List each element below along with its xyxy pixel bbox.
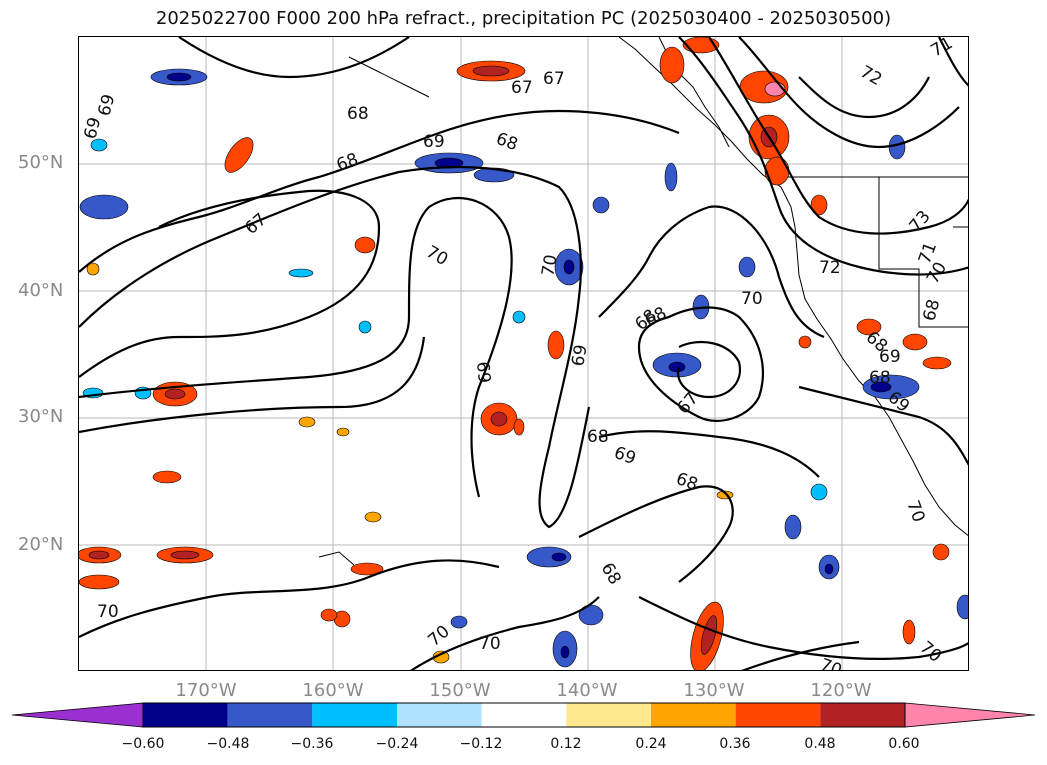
contour-label: 69 [611, 443, 638, 469]
map-canvas: 69 68 69 68 67 70 68 69 70 67 67 68 71 7… [79, 37, 968, 670]
lon-label-150w: 150°W [429, 680, 491, 701]
contour-label: 70 [538, 253, 561, 278]
colorbar-tick: 0.12 [550, 736, 582, 752]
colorbar-extend-high [904, 702, 1036, 728]
contour-label: 68 [673, 469, 700, 495]
lon-label-140w: 140°W [556, 680, 618, 701]
contour-label: 68 [587, 427, 609, 447]
colorbar-tick: −0.48 [206, 736, 250, 752]
contour-label: 68 [493, 129, 520, 155]
contour-label: 70 [916, 638, 945, 667]
colorbar-cell [566, 703, 651, 727]
contour-label: 69 [423, 132, 445, 152]
colorbar-cell [820, 703, 905, 727]
colorbar-cell [312, 703, 397, 727]
contour-label: 69 [472, 361, 494, 384]
contour-label: 72 [819, 258, 841, 278]
colorbar-cell [227, 703, 313, 727]
colorbar-cell [651, 703, 736, 727]
contour-label: 69 [879, 347, 901, 367]
contour-label: 69 [81, 115, 106, 141]
colorbar-extend-low [11, 702, 144, 728]
lon-label-120w: 120°W [810, 680, 872, 701]
refractivity-contours [79, 37, 968, 670]
colorbar-tick: −0.36 [290, 736, 334, 752]
colorbar-cell [397, 703, 482, 727]
colorbar-tick: 0.60 [888, 736, 920, 752]
contour-label: 70 [741, 289, 763, 309]
colorbar-cell [481, 703, 567, 727]
lon-label-130w: 130°W [683, 680, 745, 701]
contour-label: 68 [347, 104, 369, 124]
contour-label: 71 [928, 37, 957, 61]
contour-label: 68 [869, 368, 891, 388]
contour-label: 68 [920, 297, 945, 323]
contour-label: 67 [241, 210, 270, 239]
colorbar-tick: −0.24 [375, 736, 419, 752]
lat-label-50n: 50°N [18, 152, 64, 173]
colorbar-cell [143, 703, 228, 727]
contour-label: 67 [511, 78, 533, 98]
map-panel: 69 68 69 68 67 70 68 69 70 67 67 68 71 7… [78, 36, 969, 671]
colorbar-tick: 0.36 [719, 736, 751, 752]
lat-label-20n: 20°N [18, 534, 64, 555]
precip-positive [79, 37, 952, 670]
colorbar [11, 702, 1036, 728]
coastlines [318, 37, 968, 566]
colorbar-tick: −0.60 [121, 736, 165, 752]
precip-negative [79, 68, 968, 668]
contour-label: 70 [424, 622, 453, 651]
lon-label-170w: 170°W [175, 680, 237, 701]
colorbar-tick: 0.48 [804, 736, 836, 752]
contour-label: 72 [857, 62, 886, 90]
colorbar-tick: −0.12 [459, 736, 503, 752]
contour-label: 70 [902, 498, 928, 525]
contour-label: 67 [543, 69, 565, 89]
contour-label: 70 [479, 634, 501, 654]
contour-label: 70 [97, 602, 119, 622]
lat-label-30n: 30°N [18, 406, 64, 427]
lon-label-160w: 160°W [302, 680, 364, 701]
contour-label: 67 [674, 389, 703, 418]
colorbar-tick: 0.24 [635, 736, 667, 752]
lat-label-40n: 40°N [18, 280, 64, 301]
colorbar-cell [735, 703, 821, 727]
contour-label: 69 [568, 343, 591, 368]
map-title: 2025022700 F000 200 hPa refract., precip… [155, 8, 892, 29]
contour-label: 69 [95, 92, 120, 118]
contour-label: 68 [597, 560, 625, 589]
contour-label: 70 [423, 242, 452, 270]
